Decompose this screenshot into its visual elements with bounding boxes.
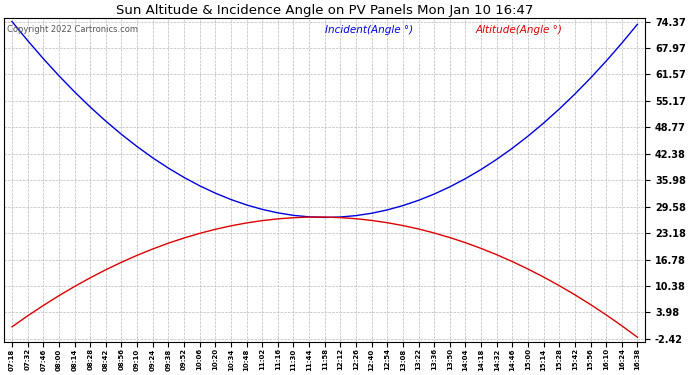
- Title: Sun Altitude & Incidence Angle on PV Panels Mon Jan 10 16:47: Sun Altitude & Incidence Angle on PV Pan…: [116, 4, 533, 17]
- Text: Altitude(Angle °): Altitude(Angle °): [475, 25, 562, 35]
- Text: Incident(Angle °): Incident(Angle °): [325, 25, 413, 35]
- Text: Copyright 2022 Cartronics.com: Copyright 2022 Cartronics.com: [8, 25, 139, 34]
